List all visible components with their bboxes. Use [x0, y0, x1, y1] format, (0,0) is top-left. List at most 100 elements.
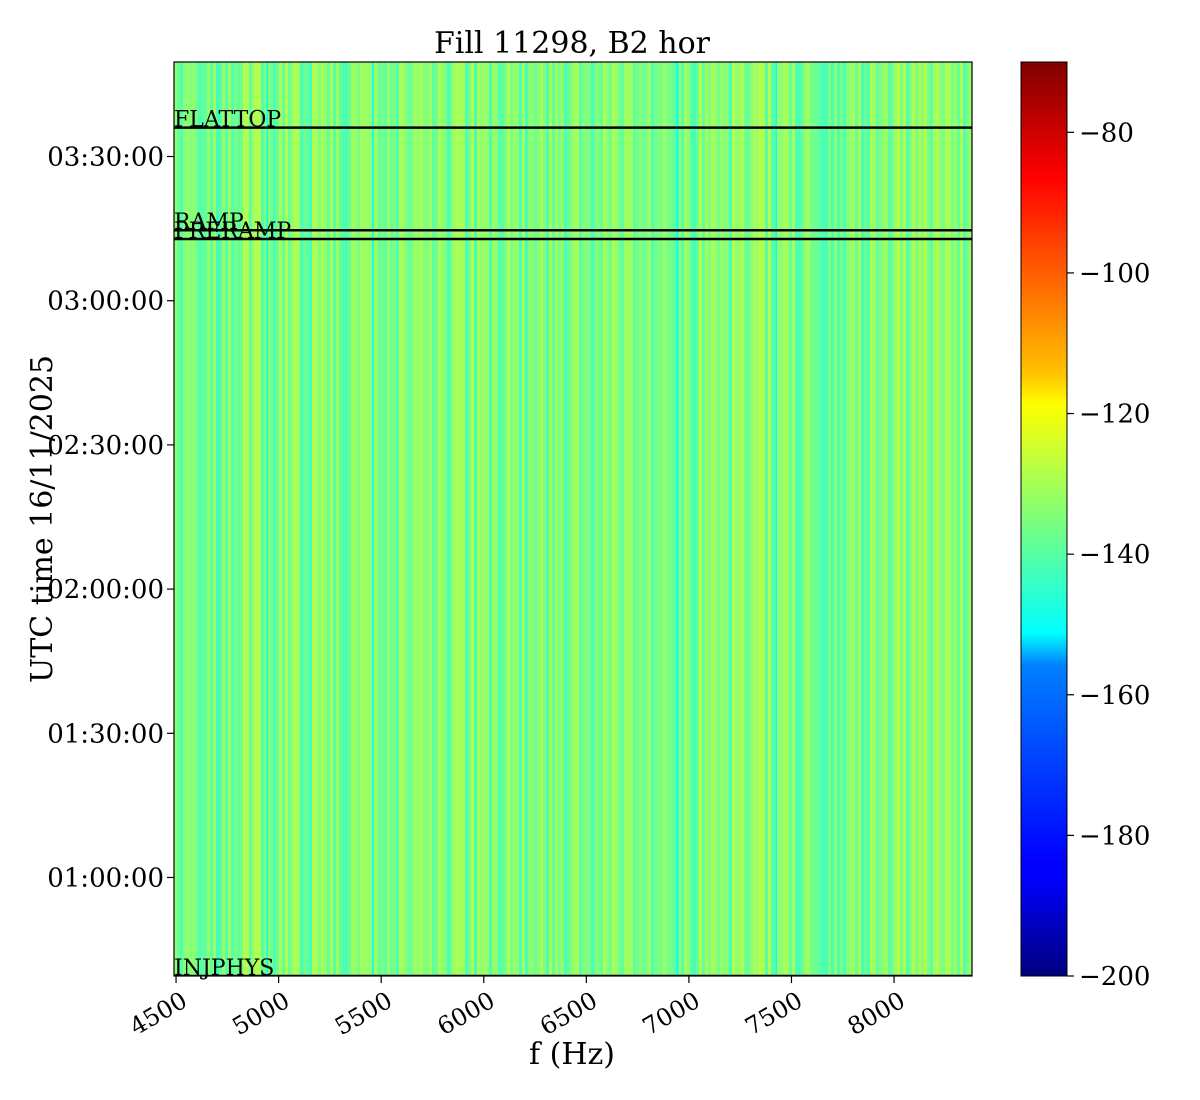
- heatmap-column: [465, 62, 469, 976]
- heatmap-column: [405, 62, 409, 976]
- heatmap-column: [849, 62, 853, 976]
- x-tick-label: 8000: [843, 986, 910, 1041]
- heatmap-column: [888, 62, 892, 976]
- x-tick-label: 7000: [638, 986, 705, 1041]
- heatmap-column: [858, 62, 862, 976]
- heatmap-column: [540, 62, 544, 976]
- heatmap-column: [723, 62, 727, 976]
- heatmap-column: [588, 62, 592, 976]
- heatmap-column: [969, 62, 972, 976]
- heatmap-column: [801, 62, 805, 976]
- x-tick-label: 5000: [228, 986, 295, 1041]
- heatmap-column: [582, 62, 586, 976]
- heatmap-column: [453, 62, 457, 976]
- heatmap-column: [240, 62, 244, 976]
- heatmap-column: [282, 62, 286, 976]
- heatmap-column: [738, 62, 742, 976]
- heatmap-column: [918, 62, 922, 976]
- heatmap-column: [519, 62, 523, 976]
- y-tick-label: 02:00:00: [47, 575, 164, 605]
- heatmap-column: [288, 62, 292, 976]
- heatmap-column: [528, 62, 532, 976]
- heatmap-column: [945, 62, 949, 976]
- heatmap-column: [483, 62, 487, 976]
- heatmap-column: [687, 62, 691, 976]
- colorbar-tick-label: −140: [1079, 540, 1150, 570]
- heatmap-column: [678, 62, 682, 976]
- heatmap-column: [579, 62, 583, 976]
- heatmap-dark-line: [676, 62, 679, 976]
- heatmap-column: [450, 62, 454, 976]
- heatmap-column: [354, 62, 358, 976]
- heatmap-column: [186, 62, 190, 976]
- heatmap-column: [273, 62, 277, 976]
- heatmap-column: [531, 62, 535, 976]
- heatmap-column: [624, 62, 628, 976]
- heatmap-column: [477, 62, 481, 976]
- heatmap-column: [930, 62, 934, 976]
- heatmap-column: [792, 62, 796, 976]
- heatmap-column: [894, 62, 898, 976]
- heatmap-column: [501, 62, 505, 976]
- heatmap-column: [222, 62, 226, 976]
- heatmap-column: [348, 62, 352, 976]
- y-axis-label: UTC time 16/11/2025: [25, 355, 60, 683]
- heatmap-column: [468, 62, 472, 976]
- heatmap-column: [543, 62, 547, 976]
- heatmap-column: [249, 62, 253, 976]
- heatmap-column: [645, 62, 649, 976]
- heatmap-column: [363, 62, 367, 976]
- heatmap-column: [279, 62, 283, 976]
- heatmap-column: [414, 62, 418, 976]
- heatmap-column: [201, 62, 205, 976]
- x-tick-label: 6000: [433, 986, 500, 1041]
- heatmap-column: [660, 62, 664, 976]
- heatmap-column: [246, 62, 250, 976]
- heatmap-column: [300, 62, 304, 976]
- heatmap-column: [318, 62, 322, 976]
- heatmap-column: [909, 62, 913, 976]
- heatmap-column: [558, 62, 562, 976]
- heatmap-column: [672, 62, 676, 976]
- heatmap-column: [213, 62, 217, 976]
- heatmap-column: [705, 62, 709, 976]
- heatmap-column: [462, 62, 466, 976]
- heatmap-column: [690, 62, 694, 976]
- heatmap-column: [333, 62, 337, 976]
- heatmap-column: [402, 62, 406, 976]
- heatmap-column: [522, 62, 526, 976]
- chart-title: Fill 11298, B2 hor: [434, 26, 711, 61]
- heatmap-column: [534, 62, 538, 976]
- heatmap-column: [174, 62, 178, 976]
- heatmap-column: [255, 62, 259, 976]
- heatmap-column: [270, 62, 274, 976]
- colorbar-tick-label: −120: [1079, 400, 1150, 430]
- heatmap-column: [576, 62, 580, 976]
- heatmap-column: [837, 62, 841, 976]
- heatmap-column: [573, 62, 577, 976]
- heatmap-column: [285, 62, 289, 976]
- heatmap-column: [606, 62, 610, 976]
- heatmap-column: [342, 62, 346, 976]
- heatmap-column: [510, 62, 514, 976]
- heatmap-column: [948, 62, 952, 976]
- heatmap-column: [675, 62, 679, 976]
- heatmap-column: [552, 62, 556, 976]
- heatmap-column: [210, 62, 214, 976]
- heatmap-column: [183, 62, 187, 976]
- heatmap-column: [351, 62, 355, 976]
- heatmap-column: [399, 62, 403, 976]
- heatmap-column: [567, 62, 571, 976]
- heatmap-column: [570, 62, 574, 976]
- heatmap-column: [822, 62, 826, 976]
- heatmap-column: [231, 62, 235, 976]
- heatmap-column: [720, 62, 724, 976]
- heatmap-column: [861, 62, 865, 976]
- heatmap-column: [594, 62, 598, 976]
- heatmap-column: [441, 62, 445, 976]
- heatmap-column: [258, 62, 262, 976]
- heatmap-column: [942, 62, 946, 976]
- heatmap-column: [960, 62, 964, 976]
- heatmap-column: [702, 62, 706, 976]
